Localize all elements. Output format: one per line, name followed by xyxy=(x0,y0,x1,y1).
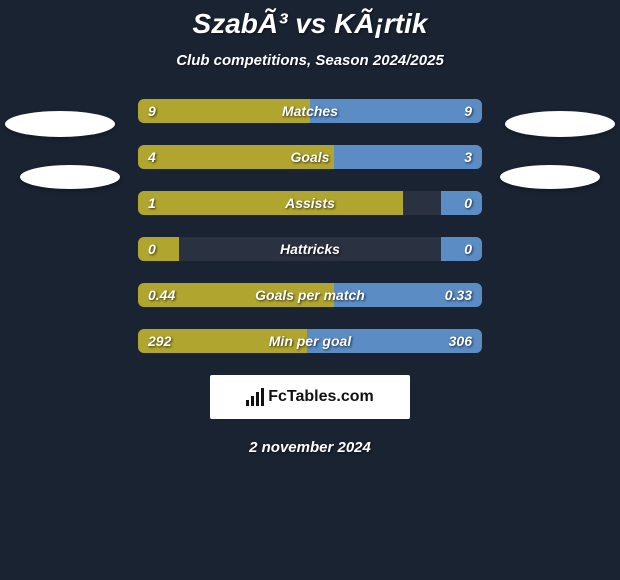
player-left-shape-2 xyxy=(20,165,120,189)
logo-text: FcTables.com xyxy=(268,388,374,406)
page-title: SzabÃ³ vs KÃ¡rtik xyxy=(0,8,620,40)
comparison-widget: SzabÃ³ vs KÃ¡rtik Club competitions, Sea… xyxy=(0,0,620,456)
stat-label: Assists xyxy=(138,191,482,215)
stat-row: 43Goals xyxy=(138,145,482,169)
stat-label: Min per goal xyxy=(138,329,482,353)
date-text: 2 november 2024 xyxy=(0,439,620,456)
stat-bars: 99Matches 43Goals 10Assists 00Hattricks 0.44… xyxy=(0,99,620,353)
stat-label: Goals per match xyxy=(138,283,482,307)
stat-label: Hattricks xyxy=(138,237,482,261)
stat-row: 0.440.33Goals per match xyxy=(138,283,482,307)
player-right-shape-1 xyxy=(505,111,615,137)
stat-row: 99Matches xyxy=(138,99,482,123)
stat-row: 10Assists xyxy=(138,191,482,215)
bar-chart-icon xyxy=(246,388,264,406)
logo-box: FcTables.com xyxy=(210,375,410,419)
stat-label: Matches xyxy=(138,99,482,123)
player-right-shape-2 xyxy=(500,165,600,189)
player-left-shape-1 xyxy=(5,111,115,137)
subtitle: Club competitions, Season 2024/2025 xyxy=(0,52,620,69)
stat-label: Goals xyxy=(138,145,482,169)
stat-row: 292306Min per goal xyxy=(138,329,482,353)
stat-row: 00Hattricks xyxy=(138,237,482,261)
stats-area: 99Matches 43Goals 10Assists 00Hattricks 0.44… xyxy=(0,99,620,456)
